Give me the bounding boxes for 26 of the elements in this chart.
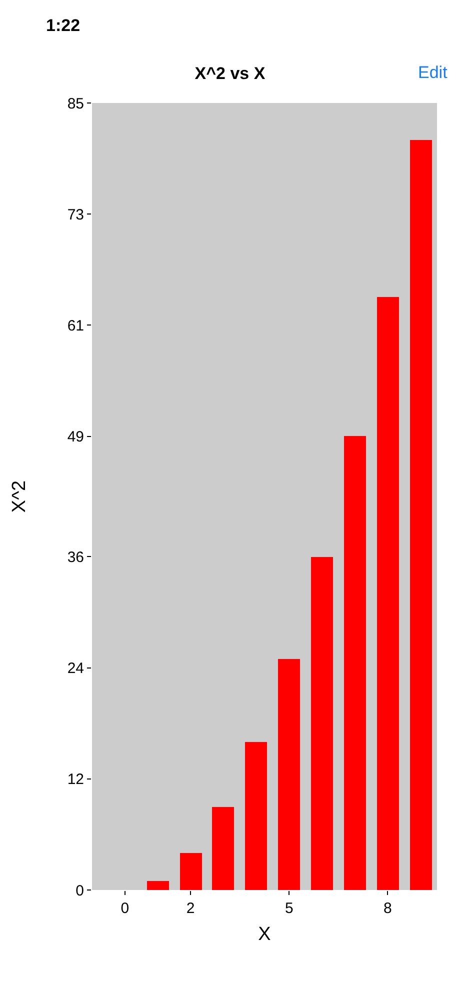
bar	[344, 436, 366, 890]
y-tick-label: 12	[67, 771, 84, 788]
x-tick-label: 5	[284, 900, 294, 917]
bar	[410, 140, 432, 890]
bar	[180, 853, 202, 890]
text: 1:22	[46, 16, 80, 35]
bar	[311, 557, 333, 890]
y-tick-label: 36	[67, 548, 84, 566]
bar	[212, 807, 234, 890]
bar	[147, 881, 169, 890]
x-tick-label: 0	[120, 900, 130, 917]
y-tick-label: 61	[67, 317, 84, 334]
x-tick-label: 2	[186, 900, 195, 917]
y-tick-label: 24	[67, 660, 84, 678]
y-tick-label: 85	[67, 95, 84, 112]
bar	[245, 742, 267, 890]
bar	[377, 297, 399, 890]
y-tick-label: 49	[67, 428, 84, 446]
y-axis-title: X^2	[9, 480, 30, 513]
text: Edit	[418, 63, 448, 82]
y-tick-label: 73	[67, 206, 84, 224]
chart-title: X^2 vs X	[194, 64, 266, 83]
x-axis-title: X	[258, 924, 272, 945]
x-tick-label: 8	[384, 900, 392, 917]
y-tick-label: 0	[76, 882, 84, 900]
bar	[278, 659, 300, 890]
